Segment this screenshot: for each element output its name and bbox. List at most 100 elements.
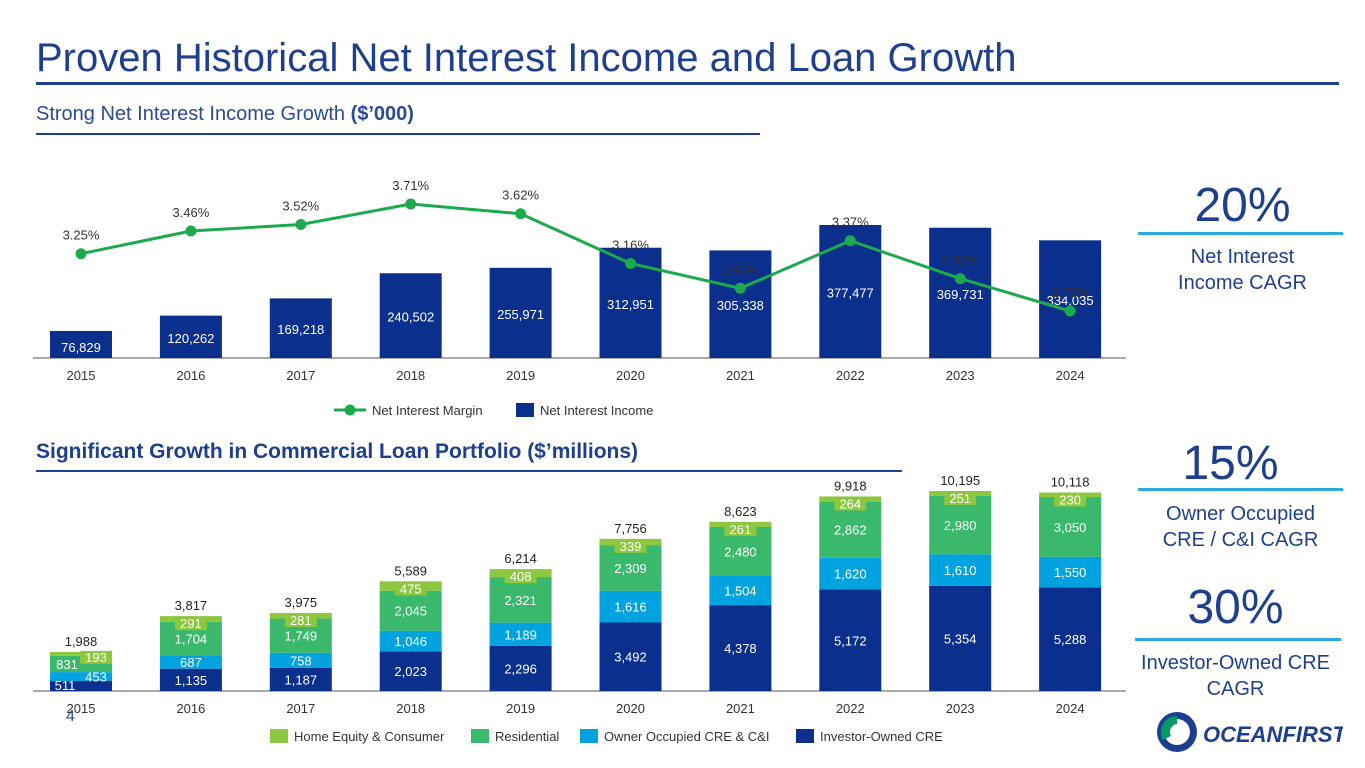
total-label: 10,118 [1051, 475, 1090, 490]
legend-label: Residential [495, 729, 559, 744]
nim-point [75, 248, 87, 260]
x-tick-label: 2018 [396, 368, 425, 383]
nim-label: 2.93% [722, 262, 759, 277]
legend-swatch [270, 729, 288, 743]
owner-occupied-segment [50, 672, 112, 681]
kpi-owner-occupied-label: Owner Occupied CRE / C&I CAGR [1133, 501, 1348, 553]
section-loans-underline [36, 470, 902, 472]
legend-swatch [471, 729, 489, 743]
kpi-owner-occupied-label-line1: Owner Occupied [1166, 503, 1315, 525]
nim-point [295, 219, 307, 231]
total-label: 3,975 [285, 595, 318, 610]
nii-bar [489, 267, 552, 358]
nii-bar [1039, 240, 1102, 358]
page-title: Proven Historical Net Interest Income an… [36, 36, 1017, 80]
home-equity-label: 264 [839, 496, 861, 511]
kpi-nii-label-line1: Net Interest [1190, 246, 1295, 268]
kpi-investor-owned-label-line1: Investor-Owned CRE [1141, 652, 1330, 674]
investor-owned-label: 2,296 [504, 661, 537, 676]
total-label: 8,623 [724, 504, 757, 519]
investor-owned-label: 511 [55, 678, 76, 693]
total-label: 3,817 [175, 598, 208, 613]
nim-point [844, 235, 856, 247]
residential-segment [379, 590, 442, 631]
owner-occupied-segment [1039, 556, 1102, 588]
residential-label: 1,749 [285, 629, 318, 644]
kpi-owner-occupied-label-line2: CRE / C&I CAGR [1162, 529, 1319, 551]
nim-point [1064, 305, 1076, 317]
x-tick-label: 2022 [836, 701, 865, 716]
residential-segment [599, 545, 662, 591]
nim-label: 3.37% [832, 215, 869, 230]
section-title-nii-units: ($’000) [350, 103, 414, 125]
residential-label: 831 [56, 657, 78, 672]
investor-owned-label: 1,135 [175, 673, 208, 688]
x-tick-label: 2016 [176, 368, 205, 383]
home-equity-label-bg [834, 497, 867, 511]
oceanfirst-logo-wordmark: OCEANFIRST [1203, 722, 1343, 747]
nim-label: 3.25% [63, 228, 100, 243]
x-tick-label: 2024 [1056, 701, 1085, 716]
x-tick-label: 2020 [616, 368, 645, 383]
investor-owned-segment [269, 667, 332, 691]
home-equity-label: 475 [400, 581, 422, 596]
home-equity-label-bg [80, 650, 112, 664]
section-title-nii-text: Strong Net Interest Income Growth [36, 103, 351, 125]
oceanfirst-logo-mark [1157, 712, 1197, 752]
total-label: 6,214 [504, 551, 537, 566]
x-tick-label: 2016 [176, 701, 205, 716]
owner-occupied-label: 687 [180, 655, 202, 670]
x-tick-label: 2015 [67, 701, 96, 716]
home-equity-label: 291 [180, 616, 202, 631]
kpi-owner-occupied-cagr: 15% [1128, 436, 1333, 491]
nii-bar [159, 315, 222, 358]
nim-line [80, 202, 1071, 313]
home-equity-label-bg [394, 582, 427, 596]
oceanfirst-logo-text: OCEANFIRST [1203, 722, 1343, 747]
investor-owned-segment [929, 585, 992, 691]
owner-occupied-segment [379, 630, 442, 652]
home-equity-label-bg [614, 539, 647, 553]
nim-point [954, 273, 966, 285]
investor-owned-segment [50, 680, 112, 691]
owner-occupied-label: 453 [85, 670, 107, 685]
x-tick-label: 2023 [946, 701, 975, 716]
residential-label: 1,704 [175, 632, 208, 647]
page-number: 4 [66, 708, 75, 725]
owner-occupied-label: 1,620 [834, 567, 867, 582]
residential-label: 3,050 [1054, 520, 1087, 535]
nim-label: 3.62% [502, 188, 539, 203]
owner-occupied-label: 1,610 [944, 563, 977, 578]
residential-label: 2,480 [724, 544, 757, 559]
home-equity-label-bg [174, 617, 207, 631]
legend-swatch [580, 729, 598, 743]
home-equity-label: 261 [730, 522, 752, 537]
owner-occupied-segment [489, 622, 552, 646]
nii-bar-label: 169,218 [277, 322, 324, 337]
home-equity-label-bg [504, 570, 537, 584]
investor-owned-label: 5,354 [944, 631, 977, 646]
investor-owned-label: 5,172 [834, 633, 867, 648]
x-tick-label: 2021 [726, 368, 755, 383]
kpi-nii-rule [1138, 232, 1343, 235]
legend-label: Investor-Owned CRE [820, 729, 943, 744]
nim-label: 3.46% [172, 205, 209, 220]
oceanfirst-logo: OCEANFIRST [1155, 708, 1345, 756]
investor-owned-segment [1039, 587, 1102, 691]
nim-point [515, 208, 527, 220]
x-tick-label: 2019 [506, 701, 535, 716]
residential-label: 2,862 [834, 523, 867, 538]
nii-bar-label: 305,338 [717, 298, 764, 313]
nim-point [734, 282, 746, 294]
residential-label: 2,045 [394, 604, 427, 619]
kpi-investor-owned-label-line2: CAGR [1206, 678, 1265, 700]
nii-bar-label: 120,262 [167, 331, 214, 346]
nii-bar [269, 298, 332, 358]
x-tick-label: 2019 [506, 368, 535, 383]
nim-label: 2.72% [1052, 285, 1089, 300]
kpi-investor-owned-value: 30% [1187, 581, 1284, 634]
kpi-nii-label: Net Interest Income CAGR [1140, 244, 1345, 296]
residential-segment [1039, 497, 1102, 557]
investor-owned-segment [159, 668, 222, 691]
x-tick-label: 2015 [67, 368, 96, 383]
